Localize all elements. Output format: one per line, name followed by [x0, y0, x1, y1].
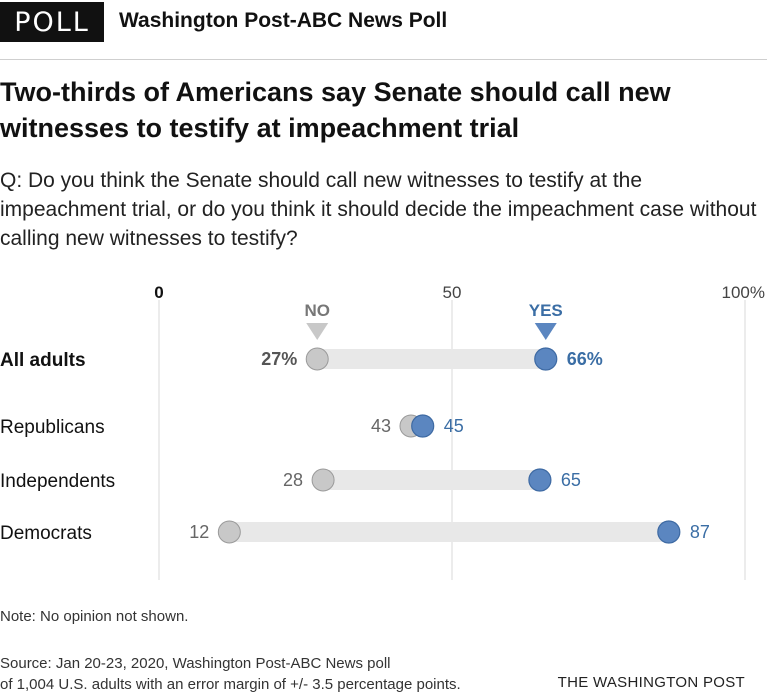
survey-question: Q: Do you think the Senate should call n… — [0, 169, 757, 250]
no-dot — [217, 520, 241, 544]
legend-arrow — [306, 323, 329, 340]
legend-arrow — [534, 323, 557, 340]
headline: Two-thirds of Americans say Senate shoul… — [0, 77, 671, 143]
header-divider — [0, 59, 767, 60]
yes-dot — [657, 520, 681, 544]
source-line-2: of 1,004 U.S. adults with an error margi… — [0, 676, 461, 693]
range-bar — [317, 349, 546, 369]
yes-value-label: 65 — [561, 470, 581, 490]
source: Source: Jan 20-23, 2020, Washington Post… — [0, 653, 461, 695]
yes-value-label: 87 — [690, 522, 710, 542]
no-dot — [305, 347, 329, 371]
legend-label: YES — [529, 301, 563, 320]
no-value-label: 43 — [371, 416, 391, 436]
dot-chart: 0 50 100% NO YES All adults 27% 66% Republicans 4… — [0, 283, 765, 580]
range-bar — [323, 470, 540, 490]
no-value-label: 12 — [189, 522, 209, 542]
range-bar — [229, 522, 669, 542]
row-label: All adults — [0, 350, 86, 371]
yes-value-label: 45 — [444, 416, 464, 436]
x-tick-label: 50 — [443, 283, 462, 302]
source-line-1: Source: Jan 20-23, 2020, Washington Post… — [0, 655, 391, 672]
no-value-label: 28 — [283, 470, 303, 490]
row-label: Republicans — [0, 417, 105, 438]
poll-name: Washington Post-ABC News Poll — [119, 9, 448, 32]
row-label: Independents — [0, 471, 115, 492]
poll-tag: POLL — [0, 2, 104, 42]
yes-dot — [528, 468, 552, 492]
row-label: Democrats — [0, 523, 92, 544]
no-value-label: 27% — [261, 349, 297, 369]
yes-value-label: 66% — [567, 349, 603, 369]
publisher-credit: THE WASHINGTON POST — [557, 674, 745, 691]
yes-dot — [534, 347, 558, 371]
legend-label: NO — [304, 301, 330, 320]
x-tick-label: 0 — [154, 283, 163, 302]
note: Note: No opinion not shown. — [0, 608, 189, 625]
yes-dot — [411, 414, 435, 438]
no-dot — [311, 468, 335, 492]
x-tick-label: 100% — [722, 283, 765, 302]
